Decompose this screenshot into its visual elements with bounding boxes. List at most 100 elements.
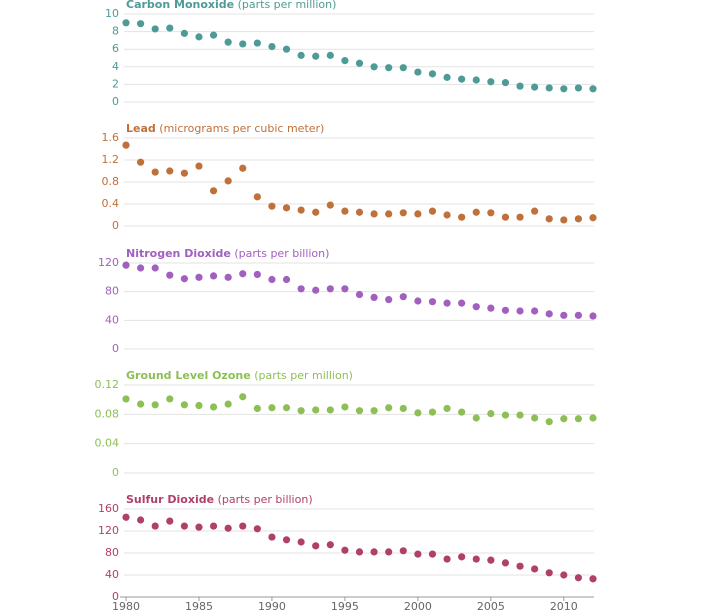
data-point xyxy=(589,575,597,583)
data-point xyxy=(209,403,218,411)
data-point xyxy=(370,293,378,301)
y-tick-label: 1.2 xyxy=(102,153,120,166)
data-point xyxy=(282,204,291,212)
y-tick-label: 0 xyxy=(112,342,119,355)
data-point xyxy=(560,571,568,579)
data-point xyxy=(399,209,407,217)
data-point xyxy=(472,303,480,311)
data-point xyxy=(589,85,597,93)
data-point xyxy=(224,524,232,532)
data-point xyxy=(180,522,188,530)
data-point xyxy=(560,85,568,93)
data-point xyxy=(545,84,553,92)
data-point xyxy=(195,33,203,41)
title-unit: (parts per million) xyxy=(238,0,337,11)
data-point xyxy=(195,162,203,170)
data-point xyxy=(253,404,261,413)
data-point xyxy=(516,411,524,419)
data-point xyxy=(487,556,495,564)
data-point xyxy=(443,299,451,307)
data-point xyxy=(297,285,305,293)
y-tick-label: 120 xyxy=(98,256,119,269)
data-point xyxy=(472,76,480,84)
data-point xyxy=(443,211,451,219)
data-point xyxy=(268,275,276,284)
data-point xyxy=(136,516,145,524)
data-point xyxy=(239,40,247,48)
data-point xyxy=(487,209,495,217)
data-point xyxy=(355,407,364,415)
data-point xyxy=(385,295,393,304)
title-name: Nitrogen Dioxide xyxy=(126,247,231,260)
data-point xyxy=(312,542,320,550)
data-point xyxy=(414,68,422,76)
y-tick-label: 0 xyxy=(112,95,119,108)
data-point xyxy=(399,64,407,72)
data-point xyxy=(282,404,291,412)
data-point xyxy=(224,177,232,185)
data-point xyxy=(472,555,480,563)
data-point xyxy=(560,216,568,224)
data-point xyxy=(151,168,159,176)
title-unit: (parts per billion) xyxy=(218,493,313,506)
data-point xyxy=(531,307,539,315)
data-point xyxy=(122,395,130,403)
data-point xyxy=(341,403,349,411)
y-tick-label: 80 xyxy=(105,546,119,559)
data-point xyxy=(355,548,364,556)
y-tick-label: 10 xyxy=(105,7,119,20)
data-point xyxy=(195,523,203,531)
data-point xyxy=(166,395,174,403)
title-name: Lead xyxy=(126,122,156,135)
x-tick-label: 1990 xyxy=(258,600,286,613)
data-point xyxy=(136,400,145,408)
data-point xyxy=(341,285,349,293)
data-point xyxy=(574,84,583,92)
data-point xyxy=(239,270,247,278)
data-point xyxy=(428,207,437,215)
data-point xyxy=(341,57,349,65)
data-point xyxy=(166,271,174,279)
data-point xyxy=(370,210,378,218)
y-tick-label: 0.08 xyxy=(95,407,120,420)
data-point xyxy=(516,213,524,221)
data-point xyxy=(428,298,437,306)
data-point xyxy=(209,522,218,530)
data-point xyxy=(297,206,305,214)
title-name: Sulfur Dioxide xyxy=(126,493,214,506)
y-tick-label: 4 xyxy=(112,60,119,73)
data-point xyxy=(297,538,305,546)
data-point xyxy=(151,25,159,33)
data-point xyxy=(589,414,597,422)
data-point xyxy=(501,559,510,567)
data-point xyxy=(239,393,247,401)
data-point xyxy=(458,299,466,307)
title-name: Carbon Monoxide xyxy=(126,0,234,11)
data-point xyxy=(574,311,583,319)
y-tick-label: 0 xyxy=(112,219,119,232)
title-name: Ground Level Ozone xyxy=(126,369,251,382)
data-point xyxy=(545,310,553,318)
data-point xyxy=(574,215,583,223)
title-unit: (micrograms per cubic meter) xyxy=(159,122,324,135)
data-point xyxy=(224,400,232,408)
data-point xyxy=(501,213,510,221)
y-tick-label: 160 xyxy=(98,502,119,515)
y-tick-label: 1.6 xyxy=(102,131,120,144)
title-unit: (parts per billion) xyxy=(234,247,329,260)
data-point xyxy=(501,306,510,314)
y-tick-label: 0.04 xyxy=(95,437,120,450)
data-point xyxy=(151,522,159,530)
data-point xyxy=(282,536,291,544)
data-point xyxy=(370,407,378,415)
panel-title: Lead (micrograms per cubic meter) xyxy=(126,122,324,135)
data-point xyxy=(487,410,495,418)
data-point xyxy=(487,78,495,86)
data-point xyxy=(253,39,261,47)
data-point xyxy=(516,82,524,90)
data-point xyxy=(443,73,451,81)
data-point xyxy=(385,64,393,72)
data-point xyxy=(122,513,130,521)
data-point xyxy=(516,562,524,570)
y-tick-label: 80 xyxy=(105,285,119,298)
